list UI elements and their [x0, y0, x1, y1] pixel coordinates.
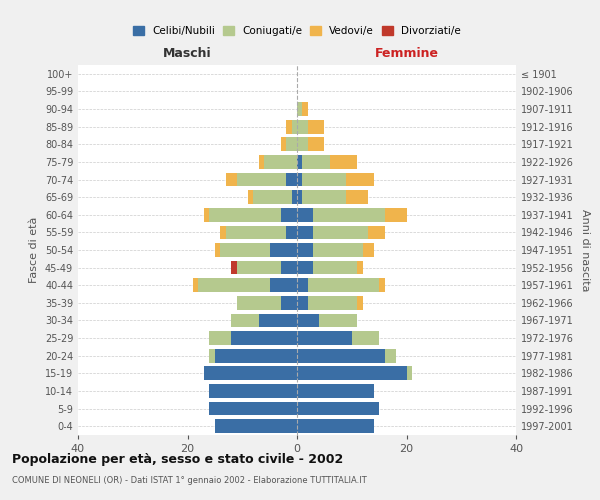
- Bar: [297, 278, 308, 292]
- Bar: [292, 190, 297, 204]
- Bar: [346, 172, 374, 186]
- Bar: [215, 420, 297, 433]
- Bar: [199, 278, 269, 292]
- Bar: [346, 190, 368, 204]
- Bar: [297, 172, 302, 186]
- Bar: [264, 155, 297, 169]
- Bar: [281, 296, 297, 310]
- Bar: [352, 331, 379, 345]
- Bar: [302, 190, 346, 204]
- Bar: [297, 102, 302, 116]
- Bar: [193, 278, 199, 292]
- Bar: [297, 190, 302, 204]
- Bar: [385, 349, 395, 362]
- Bar: [385, 208, 407, 222]
- Text: Femmine: Femmine: [374, 46, 439, 60]
- Bar: [297, 331, 352, 345]
- Bar: [308, 138, 325, 151]
- Bar: [297, 402, 379, 415]
- Bar: [357, 260, 363, 274]
- Bar: [259, 155, 264, 169]
- Bar: [313, 208, 385, 222]
- Bar: [209, 331, 232, 345]
- Bar: [357, 296, 363, 310]
- Bar: [269, 278, 297, 292]
- Bar: [286, 226, 297, 239]
- Bar: [209, 208, 281, 222]
- Bar: [237, 172, 286, 186]
- Y-axis label: Fasce di età: Fasce di età: [29, 217, 39, 283]
- Bar: [379, 278, 385, 292]
- Bar: [362, 243, 374, 257]
- Bar: [297, 420, 374, 433]
- Bar: [215, 349, 297, 362]
- Bar: [297, 226, 313, 239]
- Bar: [220, 226, 226, 239]
- Bar: [269, 243, 297, 257]
- Bar: [226, 226, 286, 239]
- Bar: [297, 120, 308, 134]
- Bar: [297, 349, 385, 362]
- Bar: [302, 155, 330, 169]
- Bar: [297, 260, 313, 274]
- Bar: [308, 278, 379, 292]
- Bar: [204, 366, 297, 380]
- Bar: [297, 138, 308, 151]
- Bar: [253, 190, 292, 204]
- Bar: [330, 155, 357, 169]
- Bar: [297, 208, 313, 222]
- Bar: [232, 260, 237, 274]
- Bar: [297, 314, 319, 328]
- Bar: [232, 331, 297, 345]
- Bar: [204, 208, 209, 222]
- Bar: [407, 366, 412, 380]
- Bar: [313, 243, 363, 257]
- Bar: [286, 138, 297, 151]
- Bar: [297, 366, 407, 380]
- Text: COMUNE DI NEONELI (OR) - Dati ISTAT 1° gennaio 2002 - Elaborazione TUTTITALIA.IT: COMUNE DI NEONELI (OR) - Dati ISTAT 1° g…: [12, 476, 367, 485]
- Bar: [308, 296, 357, 310]
- Bar: [302, 172, 346, 186]
- Bar: [226, 172, 237, 186]
- Bar: [259, 314, 297, 328]
- Bar: [308, 120, 325, 134]
- Text: Maschi: Maschi: [163, 46, 212, 60]
- Y-axis label: Anni di nascita: Anni di nascita: [580, 209, 590, 291]
- Bar: [220, 243, 269, 257]
- Bar: [232, 314, 259, 328]
- Bar: [209, 384, 297, 398]
- Bar: [313, 260, 357, 274]
- Bar: [313, 226, 368, 239]
- Bar: [286, 172, 297, 186]
- Bar: [297, 243, 313, 257]
- Bar: [215, 243, 220, 257]
- Bar: [237, 260, 281, 274]
- Bar: [292, 120, 297, 134]
- Bar: [368, 226, 385, 239]
- Bar: [209, 349, 215, 362]
- Bar: [297, 384, 374, 398]
- Bar: [319, 314, 357, 328]
- Text: Popolazione per età, sesso e stato civile - 2002: Popolazione per età, sesso e stato civil…: [12, 452, 343, 466]
- Bar: [209, 402, 297, 415]
- Bar: [302, 102, 308, 116]
- Bar: [237, 296, 281, 310]
- Bar: [248, 190, 253, 204]
- Legend: Celibi/Nubili, Coniugati/e, Vedovi/e, Divorziati/e: Celibi/Nubili, Coniugati/e, Vedovi/e, Di…: [129, 22, 465, 40]
- Bar: [281, 208, 297, 222]
- Bar: [281, 260, 297, 274]
- Bar: [286, 120, 292, 134]
- Bar: [297, 296, 308, 310]
- Bar: [281, 138, 286, 151]
- Bar: [297, 155, 302, 169]
